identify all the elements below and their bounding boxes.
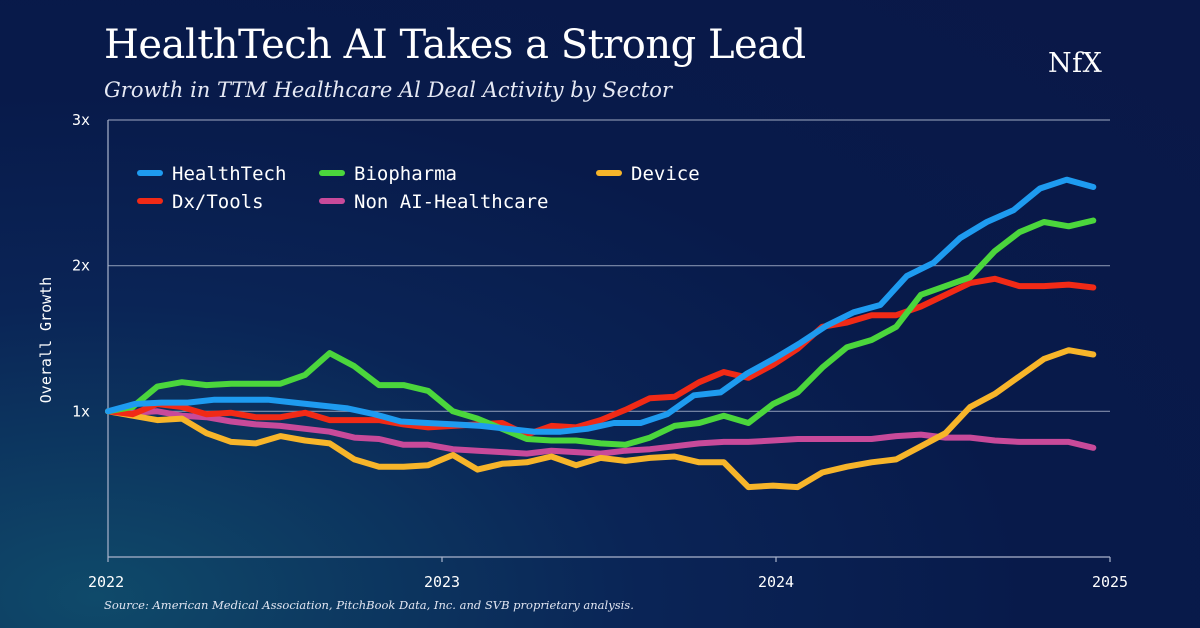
x-tick-label: 2023 bbox=[424, 573, 460, 591]
legend-label-healthtech: HealthTech bbox=[172, 163, 286, 185]
legend-label-device: Device bbox=[631, 163, 700, 185]
chart-title: HealthTech AI Takes a Strong Lead bbox=[104, 22, 806, 68]
legend: HealthTech Biopharma Device Dx/Tools Non AI-… bbox=[137, 163, 700, 213]
source-note: Source: American Medical Association, Pi… bbox=[104, 598, 634, 612]
y-tick-label: 2x bbox=[72, 257, 90, 275]
x-tick-label: 2025 bbox=[1092, 573, 1128, 591]
x-tick-label: 2024 bbox=[758, 573, 794, 591]
axis-layer: 1x 2x 3x 2022 2023 2024 2025 bbox=[72, 111, 1128, 591]
series-line-device bbox=[105, 347, 1097, 491]
series-line-non-ai-healthcare bbox=[105, 408, 1097, 457]
chart-subtitle: Growth in TTM Healthcare Al Deal Activit… bbox=[104, 78, 672, 102]
x-tick-label: 2022 bbox=[88, 573, 124, 591]
grid-layer bbox=[108, 119, 1110, 412]
y-tick-label: 3x bbox=[72, 111, 90, 129]
nfx-logo: NfX bbox=[1048, 48, 1103, 79]
y-tick-label: 1x bbox=[72, 402, 90, 420]
y-axis-label: Overall Growth bbox=[37, 277, 55, 403]
series-line-biopharma bbox=[105, 217, 1097, 448]
series-line-dx-tools bbox=[105, 275, 1097, 438]
legend-label-biopharma: Biopharma bbox=[354, 163, 457, 185]
legend-label-non-ai-healthcare: Non AI-Healthcare bbox=[354, 191, 548, 213]
series-layer bbox=[105, 176, 1097, 491]
legend-label-dx-tools: Dx/Tools bbox=[172, 191, 264, 213]
series-line-healthtech bbox=[105, 176, 1097, 435]
